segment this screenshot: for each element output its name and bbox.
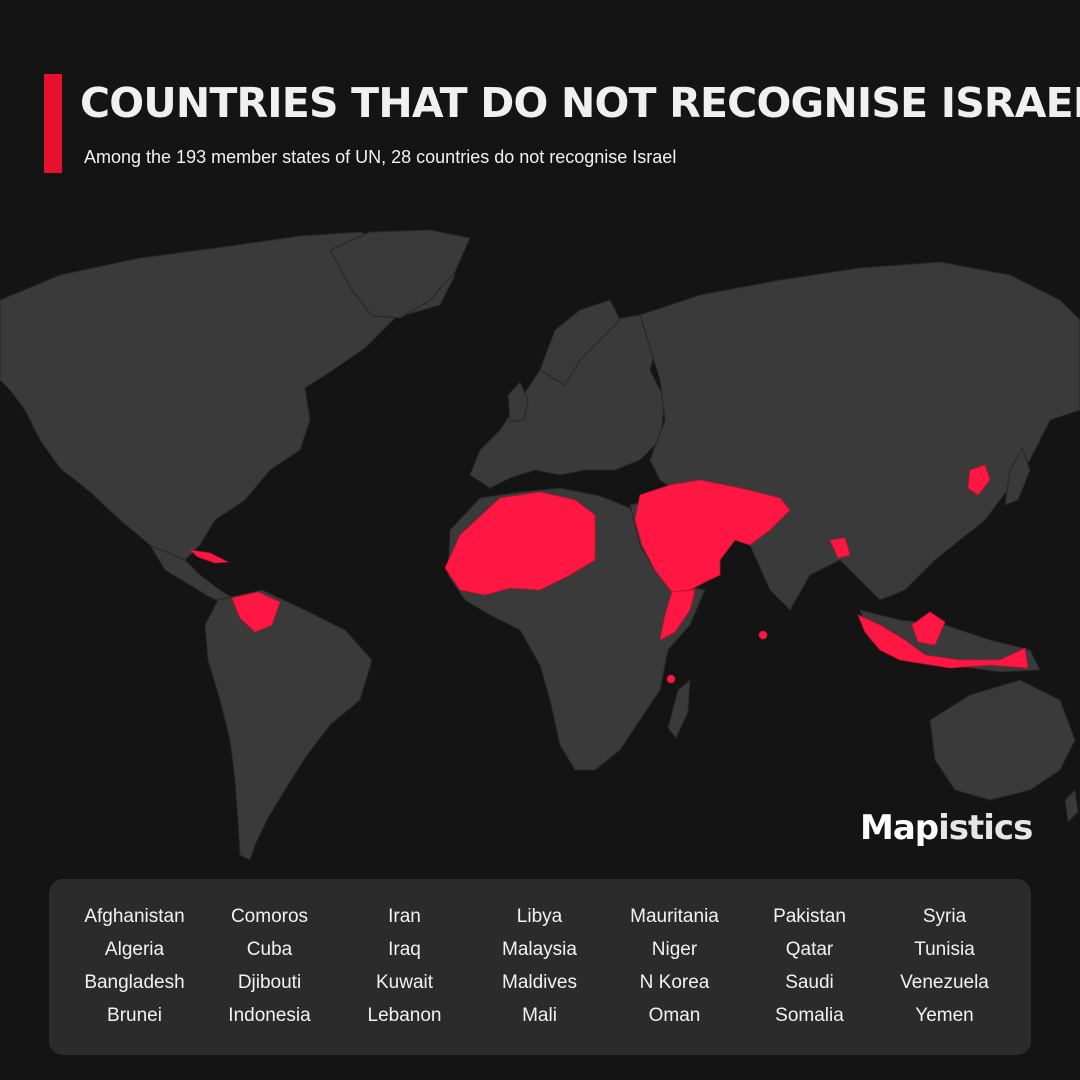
country-name: Kuwait xyxy=(375,972,434,993)
page-title: COUNTRIES THAT DO NOT RECOGNISE ISRAEL xyxy=(80,79,1080,127)
land-scandinavia xyxy=(539,299,621,386)
region-comoros xyxy=(666,674,676,684)
country-name: Djibouti xyxy=(237,972,302,993)
country-name: Comoros xyxy=(230,906,309,927)
page-subtitle: Among the 193 member states of UN, 28 co… xyxy=(84,147,677,167)
land-north-america xyxy=(0,231,456,561)
brand-logo-part1: Map xyxy=(860,808,939,848)
region-n-korea xyxy=(967,464,991,496)
title-accent-bar xyxy=(44,74,62,173)
country-name: Indonesia xyxy=(228,1005,311,1026)
region-north-west-africa xyxy=(444,491,596,596)
country-name: Pakistan xyxy=(773,906,846,927)
land-greenland xyxy=(329,229,471,319)
land-australia xyxy=(929,679,1076,801)
region-malaysia-indonesia xyxy=(857,614,1029,669)
country-name: Mali xyxy=(522,1005,557,1026)
country-name: Tunisia xyxy=(914,939,975,960)
region-horn-of-africa xyxy=(659,589,696,641)
land-europe xyxy=(469,314,666,489)
region-venezuela xyxy=(231,591,281,633)
land-madagascar xyxy=(667,678,691,739)
country-name: Bangladesh xyxy=(84,972,185,993)
region-maldives xyxy=(758,630,768,640)
brand-logo: Mapistics xyxy=(860,800,1060,856)
land-uk xyxy=(507,381,529,423)
region-cuba xyxy=(188,549,230,564)
country-name: Mauritania xyxy=(630,906,719,927)
country-name: Niger xyxy=(651,939,698,960)
country-name: Iraq xyxy=(388,939,421,960)
country-name: Lebanon xyxy=(367,1005,442,1026)
country-name: Somalia xyxy=(775,1005,844,1026)
country-name: Yemen xyxy=(915,1005,974,1026)
country-name: Oman xyxy=(648,1005,701,1026)
country-name: Iran xyxy=(388,906,421,927)
country-name: Malaysia xyxy=(502,939,577,960)
country-name: Cuba xyxy=(246,939,293,960)
country-list-panel: Afghanistan Algeria Bangladesh Brunei Co… xyxy=(49,879,1031,1055)
region-middle-east xyxy=(634,479,791,593)
world-map xyxy=(0,229,1080,861)
brand-logo-part2: istics xyxy=(938,808,1033,848)
country-name: Libya xyxy=(516,906,563,927)
country-name: Qatar xyxy=(785,939,834,960)
country-name: Venezuela xyxy=(900,972,989,993)
country-name: N Korea xyxy=(639,972,710,993)
country-name: Syria xyxy=(922,906,967,927)
country-list: Afghanistan Algeria Bangladesh Brunei Co… xyxy=(67,900,1012,1032)
land-new-zealand xyxy=(1064,788,1079,824)
region-borneo xyxy=(911,611,946,646)
country-name: Brunei xyxy=(107,1005,162,1026)
country-name: Algeria xyxy=(104,939,165,960)
region-bangladesh xyxy=(829,537,851,559)
country-name: Maldives xyxy=(502,972,577,993)
land-japan xyxy=(1004,446,1031,506)
country-name: Saudi xyxy=(785,972,834,993)
land-central-america xyxy=(148,543,237,607)
land-south-america xyxy=(204,589,373,861)
country-name: Afghanistan xyxy=(84,906,185,927)
